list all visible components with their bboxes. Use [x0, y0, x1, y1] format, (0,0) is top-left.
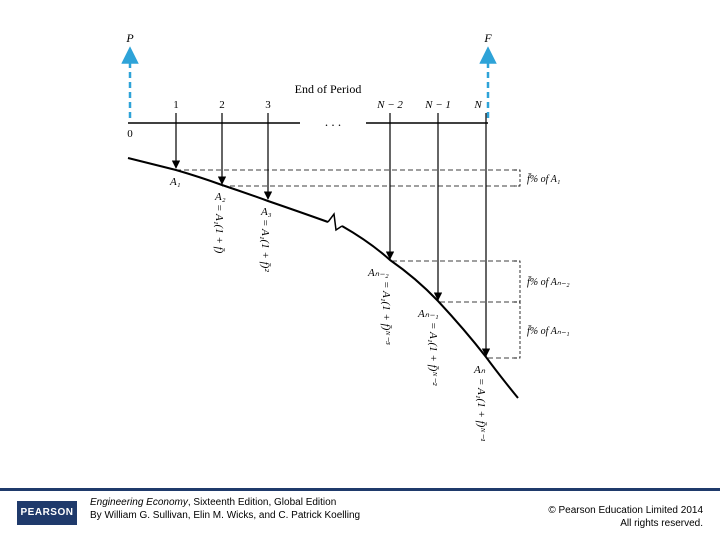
geometric-curve-upper: [127, 157, 329, 223]
cashflow-label-a3: A₃: [260, 206, 272, 218]
curve-break-mark: [327, 212, 343, 232]
future-worth-label: F: [483, 31, 492, 45]
origin-label: 0: [127, 128, 133, 140]
period-label-3: 3: [265, 99, 271, 111]
period-label-n: N: [473, 99, 482, 111]
bracket-label-a1: f̄% of A₁: [527, 173, 560, 185]
bracket-an-2: [514, 260, 521, 303]
cashflow-label-a1: A₁: [169, 176, 181, 188]
bracket-an-1: [514, 301, 521, 359]
geometric-curve-lower: [341, 225, 519, 399]
period-label-1: 1: [173, 99, 179, 111]
formula-an-1: = A₁(1 + f̄)ᴺ⁻²: [427, 322, 439, 386]
period-label-n-1: N − 1: [424, 99, 451, 111]
book-citation: Engineering Economy, Sixteenth Edition, …: [90, 496, 360, 522]
present-worth-label: P: [125, 31, 134, 45]
cashflow-label-an-2: Aₙ₋₂: [367, 267, 389, 279]
slide-footer: PEARSON Engineering Economy, Sixteenth E…: [0, 488, 720, 543]
copyright-notice: © Pearson Education Limited 2014 All rig…: [548, 504, 703, 530]
formula-an-2: = A₁(1 + f̄)ᴺ⁻³: [380, 281, 392, 345]
bracket-a1: [514, 169, 521, 187]
bracket-label-an-2: f̄% of Aₙ₋₂: [527, 276, 570, 288]
bracket-label-an-1: f̄% of Aₙ₋₁: [527, 325, 570, 337]
book-authors: By William G. Sullivan, Elin M. Wicks, a…: [90, 510, 361, 521]
formula-a2: = A₁(1 + f̄): [213, 204, 225, 254]
axis-ellipsis: . . .: [325, 114, 341, 129]
pearson-logo: PEARSON: [17, 501, 77, 525]
period-label-n-2: N − 2: [376, 99, 403, 111]
formula-a3: = A₁(1 + f̄)²: [259, 219, 271, 272]
copyright-line: © Pearson Education Limited 2014: [548, 505, 703, 516]
geometric-gradient-diagram: . . . End of Period 0 1 2 3 N − 2 N − 1 …: [121, 31, 570, 441]
axis-title: End of Period: [295, 82, 362, 96]
period-label-2: 2: [219, 99, 225, 111]
cashflow-label-a2: A₂: [214, 191, 226, 203]
cashflow-label-an: Aₙ: [473, 364, 486, 376]
cashflow-label-an-1: Aₙ₋₁: [417, 308, 439, 320]
rights-line: All rights reserved.: [620, 518, 703, 529]
formula-an: = A₁(1 + f̄)ᴺ⁻¹: [475, 378, 487, 441]
book-title: Engineering Economy: [90, 497, 188, 508]
book-edition: , Sixteenth Edition, Global Edition: [187, 497, 337, 508]
